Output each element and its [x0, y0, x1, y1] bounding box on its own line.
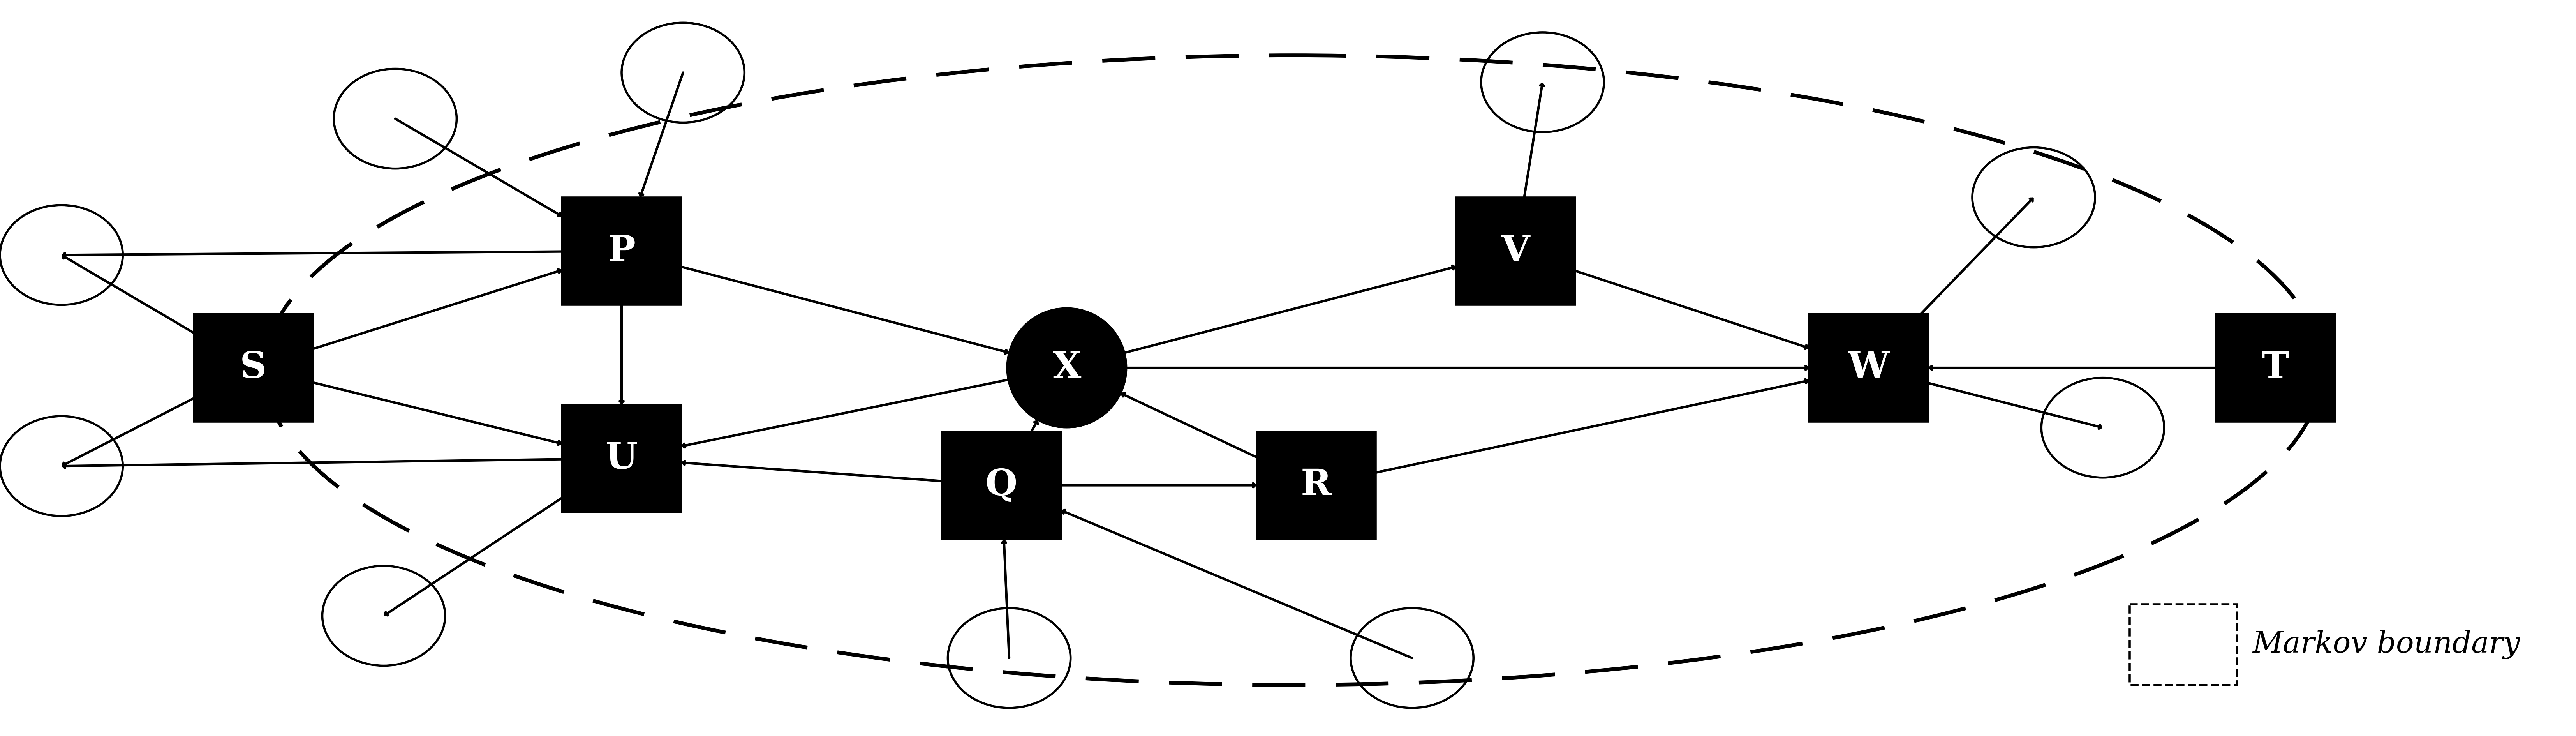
FancyBboxPatch shape [943, 431, 1061, 539]
FancyBboxPatch shape [1808, 314, 1929, 422]
Text: T: T [2262, 350, 2290, 386]
Text: R: R [1301, 468, 1332, 503]
FancyBboxPatch shape [562, 197, 680, 305]
Text: Q: Q [987, 468, 1018, 503]
Text: S: S [240, 350, 265, 386]
Text: V: V [1502, 233, 1530, 269]
Text: Markov boundary: Markov boundary [2251, 630, 2519, 659]
FancyBboxPatch shape [562, 405, 680, 512]
FancyBboxPatch shape [1455, 197, 1574, 305]
FancyBboxPatch shape [2215, 314, 2334, 422]
Text: X: X [1054, 350, 1082, 386]
FancyBboxPatch shape [1257, 431, 1376, 539]
Text: U: U [605, 441, 639, 476]
FancyBboxPatch shape [193, 314, 312, 422]
Text: W: W [1847, 350, 1888, 386]
Text: P: P [608, 233, 636, 269]
Ellipse shape [1007, 308, 1126, 428]
